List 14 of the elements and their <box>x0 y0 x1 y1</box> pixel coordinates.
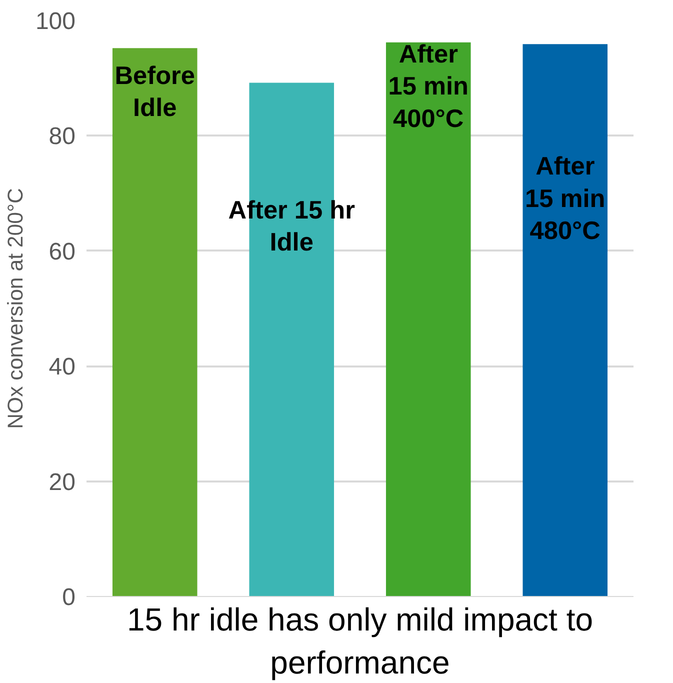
y-tick-label: 40 <box>48 354 76 381</box>
bar <box>112 48 198 596</box>
y-tick-label: 0 <box>62 584 76 611</box>
y-axis-title: NOx conversion at 200°C <box>3 188 28 429</box>
y-tick-label: 60 <box>48 238 76 266</box>
x-axis-title: 15 hr idle has only mild impact to performance <box>127 602 593 681</box>
x-tick-label: After 15 min 480°C <box>525 152 606 245</box>
x-tick-label: Before Idle <box>114 62 195 122</box>
y-tick-label: 100 <box>35 8 76 35</box>
bar <box>522 44 608 596</box>
y-tick-label: 20 <box>48 468 76 496</box>
y-tick-label: 80 <box>48 123 76 150</box>
x-tick-label: After 15 min 400°C <box>388 40 469 133</box>
bar <box>386 42 471 596</box>
